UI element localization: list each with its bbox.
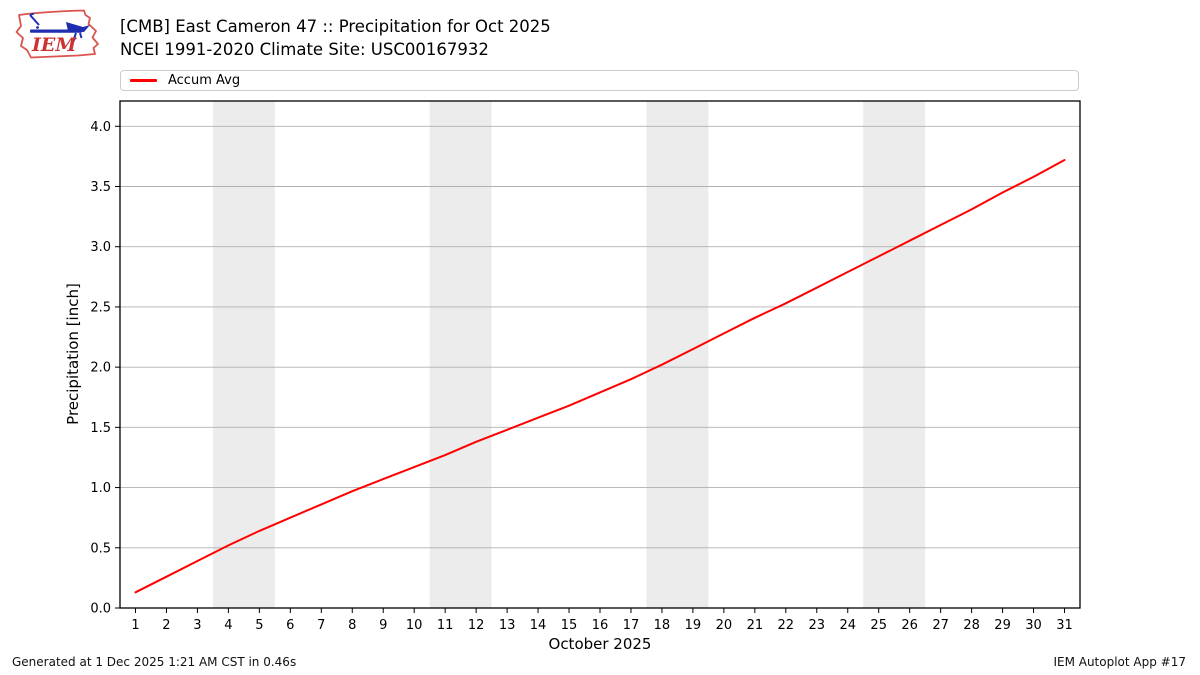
legend-label: Accum Avg bbox=[168, 73, 241, 88]
logo-text: IEM bbox=[31, 34, 77, 56]
y-tick-label: 3.0 bbox=[90, 240, 111, 255]
app-credit: IEM Autoplot App #17 bbox=[1053, 655, 1186, 669]
y-tick-label: 0.5 bbox=[90, 541, 111, 556]
accum-avg-line bbox=[134, 159, 1066, 594]
weekend-band bbox=[646, 101, 709, 608]
y-tick-label: 3.5 bbox=[90, 180, 111, 195]
x-tick-label: 26 bbox=[901, 618, 918, 633]
iem-logo: IEM bbox=[15, 9, 99, 59]
x-tick-label: 9 bbox=[379, 618, 387, 633]
x-tick-label: 23 bbox=[809, 618, 826, 633]
x-tick-label: 19 bbox=[685, 618, 702, 633]
y-tick-label: 1.0 bbox=[90, 481, 111, 496]
chart-subtitle: NCEI 1991-2020 Climate Site: USC00167932 bbox=[120, 40, 489, 59]
x-tick-label: 25 bbox=[870, 618, 887, 633]
y-tick-label: 1.5 bbox=[90, 421, 111, 436]
weekend-band bbox=[212, 101, 275, 608]
x-tick-label: 18 bbox=[654, 618, 671, 633]
x-tick-label: 20 bbox=[716, 618, 733, 633]
y-tick-label: 4.0 bbox=[90, 120, 111, 135]
x-tick-label: 28 bbox=[963, 618, 980, 633]
accum-avg-line-swatch-icon bbox=[130, 79, 157, 82]
x-tick-label: 16 bbox=[592, 618, 609, 633]
x-tick-label: 30 bbox=[1025, 618, 1042, 633]
x-tick-label: 27 bbox=[932, 618, 949, 633]
x-tick-label: 7 bbox=[317, 618, 325, 633]
weathervane-icon bbox=[29, 12, 90, 43]
x-tick-label: 29 bbox=[994, 618, 1011, 633]
x-tick-label: 21 bbox=[747, 618, 764, 633]
x-tick-label: 13 bbox=[499, 618, 516, 633]
x-tick-label: 31 bbox=[1056, 618, 1073, 633]
x-tick-label: 1 bbox=[131, 618, 139, 633]
x-tick-label: 3 bbox=[193, 618, 201, 633]
x-tick-label: 4 bbox=[224, 618, 232, 633]
x-tick-label: 24 bbox=[839, 618, 856, 633]
x-axis-label: October 2025 bbox=[548, 635, 652, 653]
y-tick-label: 2.5 bbox=[90, 300, 111, 315]
x-tick-label: 12 bbox=[468, 618, 485, 633]
x-tick-label: 2 bbox=[162, 618, 170, 633]
x-tick-label: 8 bbox=[348, 618, 356, 633]
x-tick-label: 10 bbox=[406, 618, 423, 633]
x-tick-label: 11 bbox=[437, 618, 454, 633]
legend: Accum Avg bbox=[120, 70, 1079, 91]
x-tick-label: 14 bbox=[530, 618, 547, 633]
y-axis-label: Precipitation [inch] bbox=[64, 283, 82, 425]
x-tick-label: 17 bbox=[623, 618, 640, 633]
chart-title-block: [CMB] East Cameron 47 :: Precipitation f… bbox=[120, 15, 551, 61]
x-tick-label: 5 bbox=[255, 618, 263, 633]
y-tick-label: 2.0 bbox=[90, 361, 111, 376]
weekend-band bbox=[863, 101, 926, 608]
weekend-band bbox=[429, 101, 492, 608]
y-tick-label: 0.0 bbox=[90, 602, 111, 617]
x-tick-label: 22 bbox=[778, 618, 795, 633]
chart-title: [CMB] East Cameron 47 :: Precipitation f… bbox=[120, 17, 551, 36]
generated-timestamp: Generated at 1 Dec 2025 1:21 AM CST in 0… bbox=[12, 655, 297, 669]
x-tick-label: 6 bbox=[286, 618, 294, 633]
x-tick-label: 15 bbox=[561, 618, 578, 633]
